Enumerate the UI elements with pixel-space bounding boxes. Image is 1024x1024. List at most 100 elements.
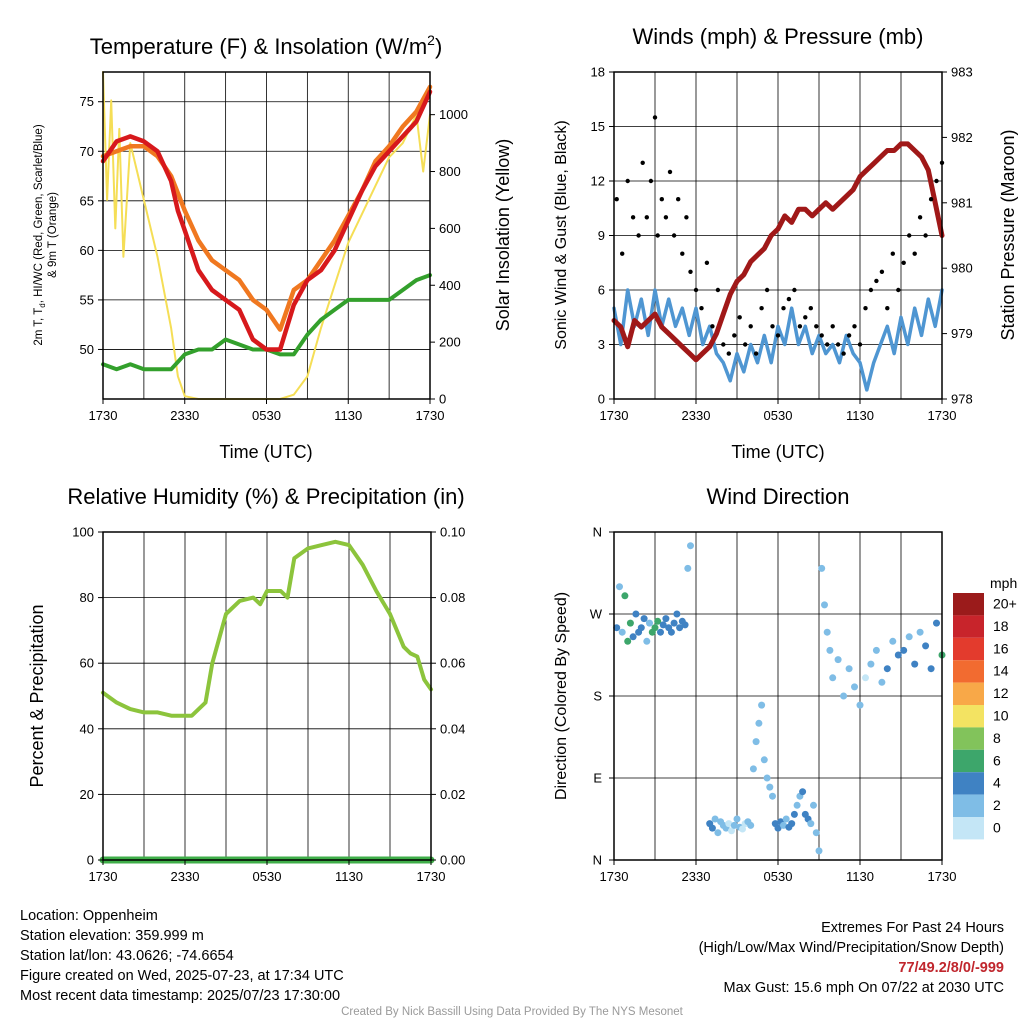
legend-label: 10 bbox=[993, 708, 1009, 724]
gust-point bbox=[923, 233, 928, 238]
rh-series-humidity bbox=[101, 539, 433, 718]
wind-ytick-right-label: 982 bbox=[951, 130, 973, 145]
legend-label: 2 bbox=[993, 797, 1001, 813]
direction-point bbox=[676, 624, 684, 632]
rh-ytick-right-label: 0.08 bbox=[440, 590, 465, 605]
rh-ytick-right-label: 0.10 bbox=[440, 525, 465, 540]
direction-point bbox=[725, 820, 733, 828]
direction-point bbox=[758, 701, 766, 709]
legend-swatch bbox=[953, 749, 984, 773]
gust-point bbox=[901, 260, 906, 265]
legend-label: 16 bbox=[993, 640, 1009, 656]
direction-point bbox=[708, 824, 716, 832]
rh-ytick-right-label: 0.04 bbox=[440, 721, 465, 736]
rh-ylabel-left: Percent & Precipitation bbox=[27, 604, 47, 787]
direction-point bbox=[774, 824, 782, 832]
gust-point bbox=[753, 351, 759, 356]
rh-ytick-right-label: 0.00 bbox=[440, 853, 465, 868]
direction-point bbox=[807, 820, 815, 828]
direction-point bbox=[905, 633, 913, 641]
wind-ylabel-left: Sonic Wind & Gust (Blue, Black) bbox=[553, 120, 570, 349]
gust-point bbox=[759, 306, 764, 311]
wind-ytick-right-label: 980 bbox=[951, 261, 973, 276]
gust-point bbox=[912, 251, 917, 256]
extremes-values: 77/49.2/8/0/-999 bbox=[898, 960, 1004, 976]
direction-point bbox=[657, 628, 664, 636]
direction-point bbox=[618, 628, 626, 636]
temp-title: Temperature (F) & Insolation (W/m2) bbox=[90, 32, 443, 59]
gust-point bbox=[640, 160, 645, 165]
gust-point bbox=[630, 215, 636, 220]
location-text: Location: Oppenheim bbox=[20, 908, 158, 924]
legend-swatch bbox=[953, 660, 984, 683]
gust-point bbox=[680, 251, 685, 256]
direction-point bbox=[755, 719, 763, 727]
wind-ytick-right-label: 979 bbox=[951, 326, 973, 341]
legend-swatch bbox=[953, 727, 984, 750]
legend-swatch bbox=[953, 705, 984, 728]
gust-point bbox=[868, 287, 874, 293]
direction-point bbox=[769, 792, 776, 800]
direction-point bbox=[933, 619, 940, 627]
wind-ytick-right-label: 981 bbox=[951, 195, 973, 210]
gust-point bbox=[846, 333, 852, 338]
direction-point bbox=[780, 821, 787, 829]
wind-title: Winds (mph) & Pressure (mb) bbox=[633, 24, 924, 49]
wind-xtick-label: 1730 bbox=[600, 408, 629, 423]
rh-ytick-left-label: 80 bbox=[80, 590, 94, 605]
wind-ytick-left-label: 3 bbox=[598, 337, 605, 352]
dir-xtick-label: 1730 bbox=[600, 869, 629, 884]
temp-xtick-label: 1130 bbox=[334, 408, 362, 423]
direction-point bbox=[826, 646, 834, 654]
wind-series bbox=[611, 115, 945, 392]
gust-point bbox=[667, 169, 673, 175]
gust-point bbox=[819, 333, 824, 338]
temp-ytick-left-label: 65 bbox=[80, 193, 94, 208]
latlon-text: Station lat/lon: 43.0626; -74.6654 bbox=[20, 948, 234, 964]
direction-point bbox=[662, 615, 670, 623]
legend-swatch bbox=[953, 615, 984, 638]
direction-point bbox=[856, 701, 864, 709]
direction-point bbox=[613, 624, 621, 632]
dir-xtick-label: 0530 bbox=[764, 869, 793, 884]
gust-point bbox=[792, 287, 797, 293]
temp-ytick-right-label: 0 bbox=[439, 392, 446, 407]
gust-point bbox=[835, 342, 841, 347]
direction-point bbox=[626, 619, 634, 627]
rh-ytick-left-label: 60 bbox=[80, 656, 94, 671]
direction-point bbox=[730, 821, 738, 829]
gust-point bbox=[743, 342, 748, 347]
direction-point bbox=[799, 788, 807, 796]
direction-point bbox=[629, 633, 637, 641]
gust-point bbox=[928, 197, 934, 202]
gust-point bbox=[896, 287, 901, 293]
wind-ticks: 1730 2330 0530 1130 173003691215189789799809… bbox=[591, 65, 973, 424]
temp-ytick-left-label: 60 bbox=[80, 243, 94, 258]
rh-ytick-left-label: 40 bbox=[80, 721, 94, 736]
direction-point bbox=[922, 642, 930, 650]
direction-point bbox=[883, 665, 891, 673]
dir-ytick-label: N bbox=[593, 853, 602, 868]
direction-point bbox=[878, 678, 886, 686]
extremes-info: Extremes For Past 24 Hours (High/Low/Max… bbox=[699, 918, 1004, 998]
rh-ytick-right-label: 0.06 bbox=[440, 656, 465, 671]
direction-point bbox=[829, 674, 837, 682]
direction-point bbox=[673, 610, 681, 618]
legend-swatch bbox=[953, 682, 984, 705]
direction-point bbox=[793, 801, 801, 809]
gust-point bbox=[770, 324, 775, 329]
temp-ytick-left-label: 75 bbox=[80, 94, 94, 109]
dir-legend: 20+ 18 16 14 12 10 8 6 4 2 0 bbox=[953, 593, 1017, 840]
temp-xtick-label: 0530 bbox=[252, 408, 281, 423]
temp-ytick-left-label: 55 bbox=[80, 292, 94, 307]
dir-ytick-label: S bbox=[593, 689, 602, 704]
direction-point bbox=[766, 783, 774, 791]
direction-point bbox=[728, 827, 735, 835]
gust-point bbox=[890, 251, 895, 256]
legend-swatch bbox=[953, 794, 984, 817]
direction-point bbox=[872, 646, 880, 654]
wind-series-pressure bbox=[611, 141, 945, 363]
wind-ytick-left-label: 6 bbox=[598, 283, 605, 298]
direction-point bbox=[624, 637, 632, 645]
